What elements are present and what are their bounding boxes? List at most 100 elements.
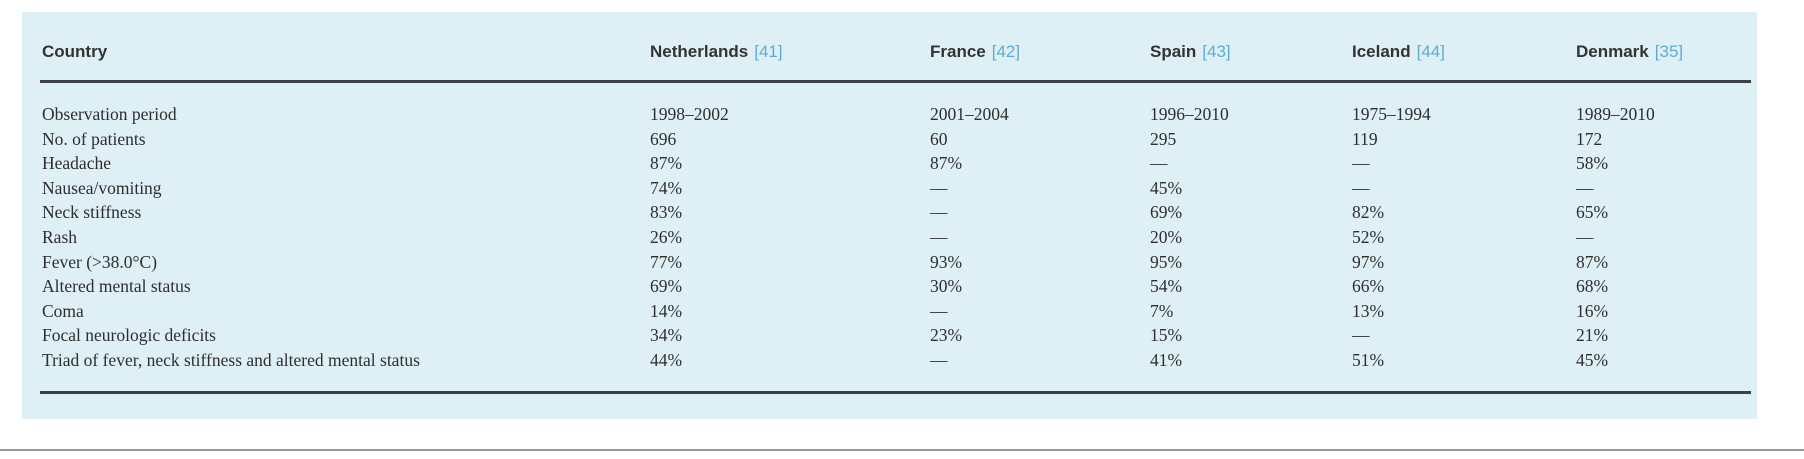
table-cell: — [1352,325,1370,346]
table-cell: 69% [1150,202,1183,223]
table-cell: 14% [650,300,683,321]
table-cell: 20% [1150,226,1183,247]
reference-link[interactable]: [35] [1654,42,1684,61]
row-label: Nausea/vomiting [42,177,162,198]
table-cell: 1989–2010 [1576,104,1655,124]
row-label: Focal neurologic deficits [42,325,216,346]
table-cell: 66% [1352,276,1385,297]
column-header-label: Iceland [1352,42,1411,61]
page-top-area [0,0,1804,12]
row-label: Neck stiffness [42,202,142,223]
table-cell: 26% [650,226,683,247]
table-row: Neck stiffness 83% — 69% 82% 65% [22,200,1757,225]
table-header-row: Country Netherlands [41] France [42] Spain… [22,42,1757,72]
table-cell: — [1150,153,1168,174]
table-row: No. of patients 696 60 295 119 172 [22,127,1757,152]
column-header-france: France [42] [930,42,1020,62]
row-label: Headache [42,153,111,174]
table-cell: 16% [1576,300,1609,321]
table-cell: 21% [1576,325,1609,346]
table-cell: 58% [1576,153,1609,174]
table-cell: — [930,177,948,198]
table-cell: — [1352,177,1370,198]
table-cell: 69% [650,276,683,297]
table-cell: 93% [930,251,963,272]
table-row: Altered mental status 69% 30% 54% 66% 68% [22,274,1757,299]
column-header-label: Spain [1150,42,1197,61]
header-rule [40,80,1751,83]
row-label: No. of patients [42,128,146,149]
row-label: Coma [42,300,84,321]
table-cell: 95% [1150,251,1183,272]
table-cell: — [1352,153,1370,174]
footer-rule [40,391,1751,394]
table-cell: 74% [650,177,683,198]
table-row: Nausea/vomiting 74% — 45% — — [22,176,1757,201]
table-cell: 1996–2010 [1150,104,1229,124]
table-cell: — [930,226,948,247]
table-cell: 83% [650,202,683,223]
column-header-country: Country [42,42,107,62]
table-cell: 1998–2002 [650,104,729,124]
table-cell: — [930,202,948,223]
table-cell: — [930,349,948,370]
table-cell: 2001–2004 [930,104,1009,124]
table-cell: 45% [1576,349,1609,370]
table-cell: 7% [1150,300,1174,321]
table-cell: 45% [1150,177,1183,198]
table-row: Rash 26% — 20% 52% — [22,225,1757,250]
symptoms-table: Country Netherlands [41] France [42] Spain… [22,12,1757,419]
table-cell: — [930,300,948,321]
table-row: Focal neurologic deficits 34% 23% 15% — 21% [22,323,1757,348]
table-cell: 77% [650,251,683,272]
table-cell: 60 [930,128,948,149]
table-cell: 15% [1150,325,1183,346]
table-cell: — [1576,177,1594,198]
table-row: Headache 87% 87% — — 58% [22,151,1757,176]
table-cell: 54% [1150,276,1183,297]
table-cell: 51% [1352,349,1385,370]
row-label: Fever (>38.0°C) [42,251,158,272]
table-cell: — [1576,226,1594,247]
column-header-denmark: Denmark [35] [1576,42,1683,62]
column-header-label: Denmark [1576,42,1649,61]
table-cell: 97% [1352,251,1385,272]
table-cell: 52% [1352,226,1385,247]
table-cell: 44% [650,349,683,370]
table-cell: 23% [930,325,963,346]
table-row: Coma 14% — 7% 13% 16% [22,299,1757,324]
reference-link[interactable]: [41] [754,42,783,61]
table-cell: 295 [1150,128,1177,149]
table-cell: 30% [930,276,963,297]
table-cell: 87% [930,153,963,174]
column-header-spain: Spain [43] [1150,42,1231,62]
reference-link[interactable]: [43] [1202,42,1231,61]
table-cell: 41% [1150,349,1183,370]
table-cell: 87% [1576,251,1609,272]
table-body: Observation period 1998–2002 2001–2004 1996… [22,102,1757,373]
table-cell: 82% [1352,202,1385,223]
table-row: Fever (>38.0°C) 77% 93% 95% 97% 87% [22,250,1757,275]
table-cell: 172 [1576,128,1603,149]
row-label: Rash [42,226,77,247]
table-cell: 34% [650,325,683,346]
column-header-label: Country [42,42,108,61]
table-cell: 1975–1994 [1352,104,1431,124]
reference-link[interactable]: [44] [1416,42,1445,61]
column-header-netherlands: Netherlands [41] [650,42,783,62]
table-cell: 68% [1576,276,1609,297]
table-cell: 65% [1576,202,1609,223]
table-cell: 13% [1352,300,1385,321]
row-label: Observation period [42,104,177,124]
table-cell: 696 [650,128,677,149]
column-header-iceland: Iceland [44] [1352,42,1445,62]
row-label: Triad of fever, neck stiffness and alter… [42,349,420,370]
table-cell: 119 [1352,128,1378,149]
table-cell: 87% [650,153,683,174]
table-row: Observation period 1998–2002 2001–2004 1996… [22,102,1757,127]
column-header-label: Netherlands [650,42,749,61]
column-header-label: France [930,42,986,61]
reference-link[interactable]: [42] [991,42,1021,61]
table-row: Triad of fever, neck stiffness and alter… [22,348,1757,373]
